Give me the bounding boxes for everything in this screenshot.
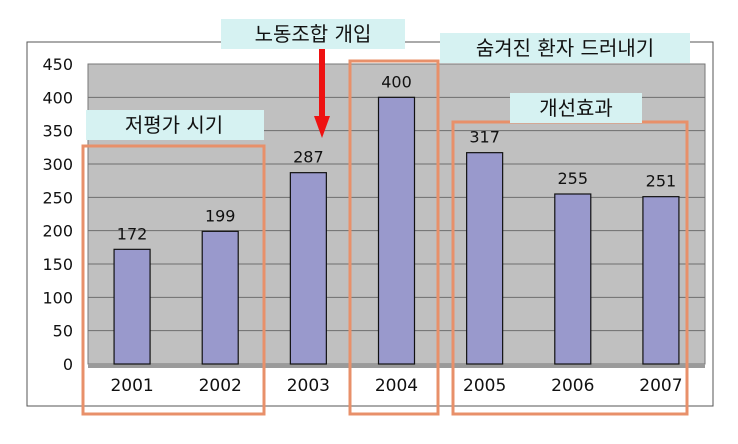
y-tick-label: 0 xyxy=(63,355,73,374)
annotation-improvement: 개선효과 xyxy=(539,96,613,120)
y-tick-label: 350 xyxy=(42,122,73,141)
annotation-box-improvement xyxy=(510,93,642,123)
bar xyxy=(113,248,151,365)
highlight-box-2004 xyxy=(348,59,440,416)
data-label: 199 xyxy=(205,206,236,225)
data-label: 287 xyxy=(293,148,324,167)
y-tick-label: 50 xyxy=(53,322,73,341)
x-tick-label: 2002 xyxy=(199,376,242,396)
bar xyxy=(289,172,327,365)
y-tick-label: 400 xyxy=(42,88,73,107)
highlight-box-low-period xyxy=(81,144,266,416)
y-tick-label: 100 xyxy=(42,288,73,307)
bar xyxy=(554,193,592,365)
y-tick-label: 200 xyxy=(42,222,73,241)
plot-floor xyxy=(88,364,705,368)
y-tick-label: 150 xyxy=(42,255,73,274)
data-label: 251 xyxy=(646,172,677,191)
bar xyxy=(642,196,680,365)
data-label: 400 xyxy=(381,72,412,91)
data-label: 255 xyxy=(558,169,589,188)
bars: 172 199 287 400 317 255 251 xyxy=(113,72,680,365)
x-tick-label: 2007 xyxy=(639,376,682,396)
annotation-box-low-period xyxy=(86,110,264,140)
y-tick-label: 300 xyxy=(42,155,73,174)
x-tick-label: 2001 xyxy=(110,376,153,396)
annotation-union: 노동조합 개입 xyxy=(255,22,372,46)
annotation-hidden: 숨겨진 환자 드러내기 xyxy=(476,36,654,60)
data-label: 317 xyxy=(469,128,500,147)
annotation-low-period: 저평가 시기 xyxy=(125,113,223,137)
x-tick-label: 2005 xyxy=(463,376,506,396)
y-axis: 0 50 100 150 200 250 300 350 400 450 xyxy=(42,55,73,374)
x-axis: 2001 2002 2003 2004 2005 2006 2007 xyxy=(110,376,682,396)
union-arrow-shaft xyxy=(319,46,325,116)
y-tick-label: 450 xyxy=(42,55,73,74)
x-tick-label: 2004 xyxy=(375,376,418,396)
union-arrow-head xyxy=(314,116,330,138)
bar xyxy=(466,152,504,365)
y-tick-label: 250 xyxy=(42,188,73,207)
bar xyxy=(201,230,239,365)
annotation-box-hidden xyxy=(440,33,690,63)
bar xyxy=(377,96,416,365)
data-label: 172 xyxy=(117,224,148,243)
x-tick-label: 2006 xyxy=(551,376,594,396)
x-tick-label: 2003 xyxy=(287,376,330,396)
annotation-box-union xyxy=(221,19,405,49)
